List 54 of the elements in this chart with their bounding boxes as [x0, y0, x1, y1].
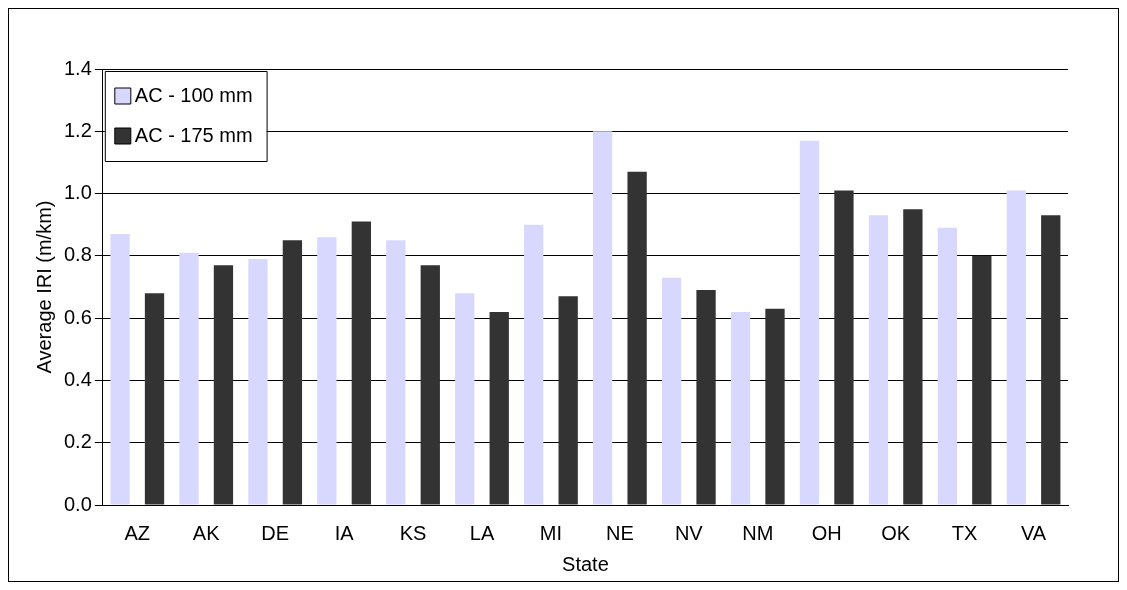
bar	[558, 296, 578, 505]
y-tick-label: 1.2	[63, 118, 92, 141]
y-axis-title: Average IRI (m/km)	[32, 200, 55, 374]
x-tick-label: NM	[742, 521, 774, 544]
x-tick-label: IA	[334, 521, 355, 544]
bar	[903, 209, 923, 505]
bar	[627, 171, 647, 505]
x-tick-label: OK	[881, 521, 911, 544]
x-axis-title: State	[562, 552, 609, 575]
x-tick-label: NV	[674, 521, 704, 544]
x-tick-label: VA	[1020, 521, 1047, 544]
x-tick-label: AZ	[124, 521, 151, 544]
bar	[110, 234, 130, 505]
x-tick-label: KS	[399, 521, 427, 544]
bar	[868, 215, 889, 505]
y-tick-label: 0.6	[63, 305, 92, 328]
bar	[282, 240, 303, 505]
bar	[524, 224, 544, 505]
bar	[834, 190, 854, 505]
x-tick-label: OH	[811, 521, 842, 544]
bar	[592, 131, 613, 505]
bar	[972, 255, 992, 505]
bar	[386, 240, 406, 505]
y-tick-label: 0.2	[63, 430, 92, 453]
bar	[213, 265, 234, 505]
bar	[317, 237, 337, 505]
bar	[455, 293, 475, 505]
legend-label: AC - 100 mm	[134, 83, 253, 106]
x-tick-label: AK	[192, 521, 221, 544]
bar	[765, 308, 785, 505]
x-tick-label: MI	[539, 521, 563, 544]
legend-label: AC - 175 mm	[134, 123, 253, 146]
y-tick-label: 0.4	[63, 367, 92, 390]
bar	[661, 277, 682, 505]
bar	[248, 258, 268, 505]
y-tick-label: 0.8	[63, 243, 92, 266]
x-tick-label: TX	[951, 521, 978, 544]
y-tick-label: 1.4	[63, 56, 92, 79]
bar	[351, 221, 371, 505]
bar	[420, 265, 440, 505]
bar	[799, 140, 820, 505]
y-tick-label: 1.0	[63, 181, 92, 204]
x-tick-label: NE	[605, 521, 634, 544]
bar	[937, 227, 957, 505]
bar	[144, 293, 165, 505]
bar	[696, 290, 716, 505]
bar	[730, 311, 751, 505]
bar	[489, 311, 509, 505]
y-tick-label: 0.0	[63, 492, 92, 515]
x-tick-label: LA	[469, 521, 495, 544]
bar	[1006, 190, 1026, 505]
bar	[179, 252, 199, 505]
x-tick-label: DE	[261, 521, 290, 544]
bar	[1041, 215, 1061, 505]
